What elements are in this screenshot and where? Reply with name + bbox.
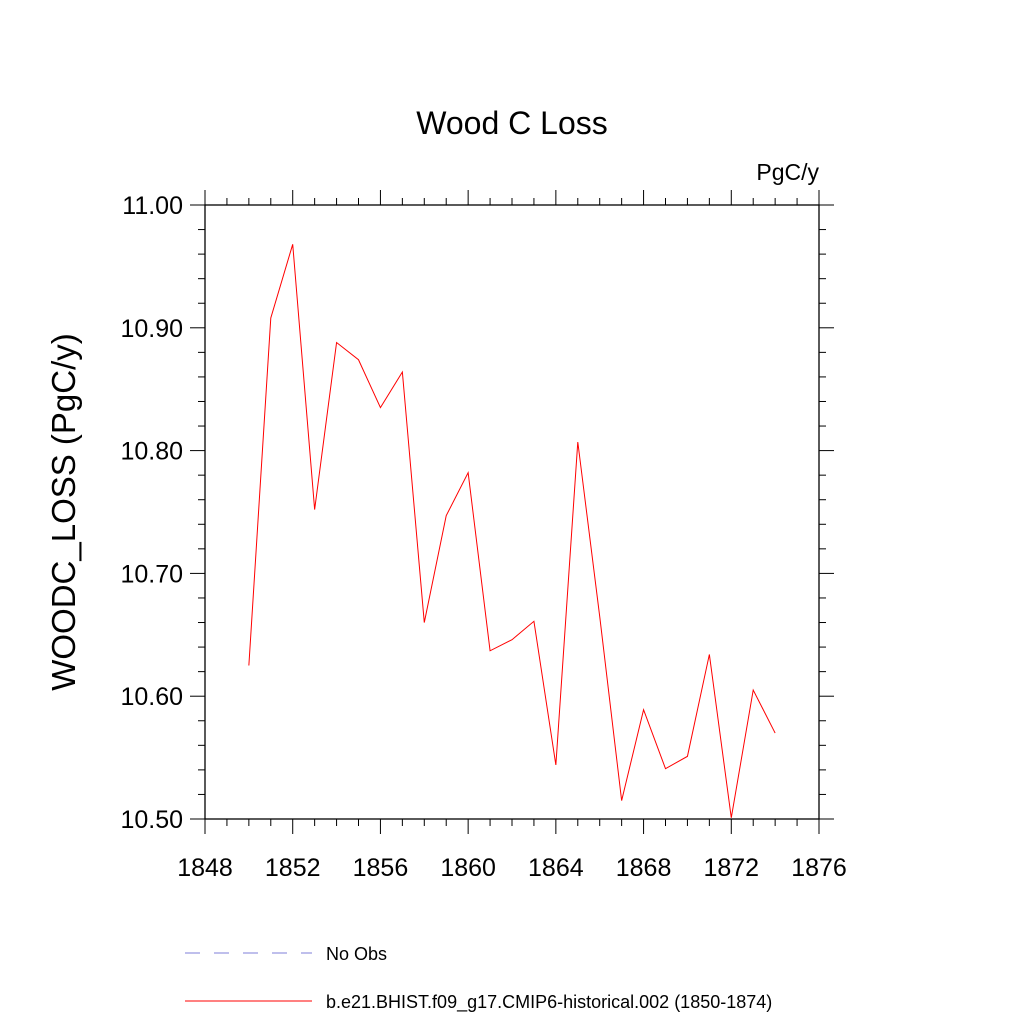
legend-label-no-obs: No Obs [326, 944, 387, 964]
x-tick-label: 1864 [528, 854, 584, 882]
x-tick-label: 1852 [265, 854, 321, 882]
y-tick-label: 10.70 [120, 560, 183, 588]
y-tick-label: 10.50 [120, 806, 183, 834]
legend-label-model: b.e21.BHIST.f09_g17.CMIP6-historical.002… [326, 992, 772, 1013]
x-tick-label: 1856 [353, 854, 409, 882]
x-tick-label: 1848 [177, 854, 233, 882]
x-tick-label: 1860 [440, 854, 496, 882]
units-label: PgC/y [756, 159, 819, 185]
y-axis: 10.50 10.60 10.70 10.80 10.90 11.00 [120, 192, 834, 834]
legend: No Obs b.e21.BHIST.f09_g17.CMIP6-histori… [185, 944, 772, 1013]
y-tick-label: 11.00 [122, 192, 183, 220]
series-line [248, 244, 776, 818]
x-tick-label: 1872 [703, 854, 759, 882]
chart-title: Wood C Loss [416, 105, 608, 141]
series-layer [248, 244, 776, 818]
y-axis-label: WOODC_LOSS (PgC/y) [45, 333, 82, 691]
y-tick-label: 10.90 [120, 315, 183, 343]
x-tick-label: 1876 [791, 854, 847, 882]
x-tick-label: 1868 [616, 854, 672, 882]
x-axis: 1848 1852 1856 1860 1864 1868 1872 1876 [177, 190, 847, 882]
y-tick-label: 10.80 [120, 438, 183, 466]
y-tick-label: 10.60 [120, 683, 183, 711]
